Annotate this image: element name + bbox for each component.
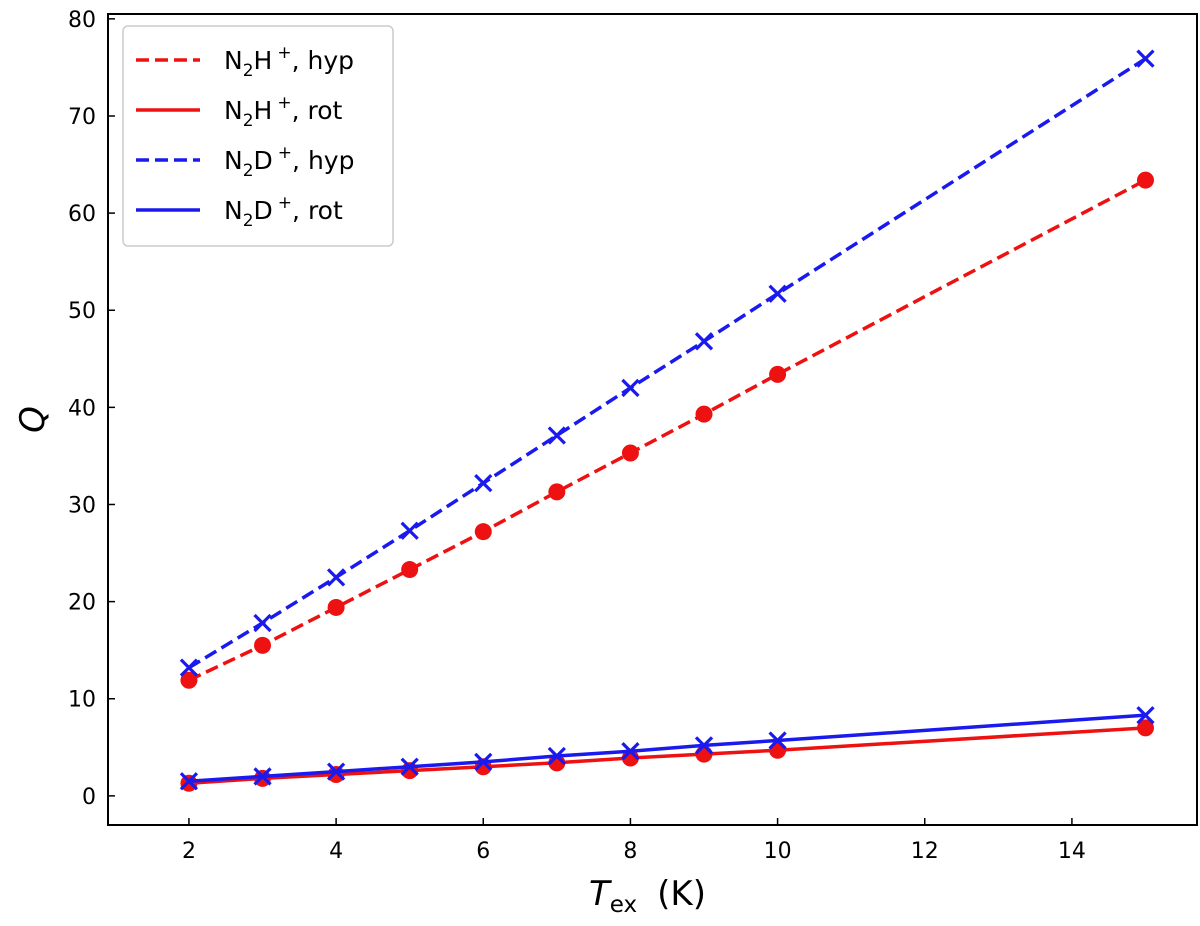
x-tick-label: 14 <box>1058 839 1086 864</box>
series-line-n2dp-rot <box>188 713 1146 784</box>
y-tick-label: 20 <box>68 591 96 616</box>
data-point-n2hp-hyp <box>474 523 492 541</box>
data-point-n2dp-hyp <box>694 332 714 351</box>
legend-label-part: N <box>224 46 243 75</box>
legend-label-part: N <box>224 146 243 175</box>
data-point-n2hp-rot <box>327 765 345 783</box>
x-axis-label: Tex (K) <box>589 874 706 918</box>
legend-label-part: H <box>254 46 273 75</box>
y-tick-label: 80 <box>68 8 96 33</box>
legend-label-part: 2 <box>243 111 254 131</box>
legend-label-part: , hyp <box>292 46 354 75</box>
legend-label: N2H +, hyp <box>224 43 354 81</box>
data-point-n2hp-hyp <box>621 444 639 462</box>
x-axis-label-sub: ex <box>610 892 637 918</box>
data-point-n2dp-hyp <box>1136 49 1155 68</box>
legend-label-part: , hyp <box>292 146 354 175</box>
data-point-n2hp-rot <box>1136 719 1154 737</box>
data-point-n2dp-rot <box>179 772 199 791</box>
data-point-n2dp-hyp <box>547 426 566 445</box>
x-axis-label-unit: (K) <box>657 874 706 914</box>
y-tick-label: 10 <box>68 688 96 713</box>
legend-label-part: , rot <box>292 96 343 125</box>
legend-entry-n2dp-hyp: N2D +, hyp <box>136 143 354 181</box>
legend-label-part: D <box>254 196 273 225</box>
x-tick-label: 6 <box>476 839 490 864</box>
data-point-n2dp-hyp <box>621 378 640 398</box>
data-point-n2dp-rot <box>547 746 566 766</box>
series-line-n2hp-hyp <box>188 178 1147 682</box>
legend-label-part: + <box>278 143 292 163</box>
x-tick-label: 10 <box>764 839 792 864</box>
data-point-n2dp-hyp <box>768 284 787 303</box>
y-tick-label: 50 <box>68 299 96 324</box>
series-line-n2dp-hyp <box>187 57 1147 670</box>
legend-label-part: , rot <box>292 196 343 225</box>
legend-label-part: 2 <box>243 211 254 231</box>
data-point-n2dp-rot <box>1136 706 1155 725</box>
y-tick-label: 30 <box>68 493 96 518</box>
series-n2hp-hyp <box>180 171 1154 689</box>
data-point-n2hp-hyp <box>1136 171 1154 189</box>
axis-ticks: 2 4 6 8 10 12 14 0 10 20 30 40 50 60 70 80 <box>68 8 1086 864</box>
y-tick-label: 60 <box>68 202 96 227</box>
y-tick-label: 70 <box>68 105 96 130</box>
data-point-n2hp-rot <box>695 745 713 763</box>
legend-label-part: N <box>224 196 243 225</box>
data-point-n2dp-hyp <box>179 658 199 677</box>
legend-label-part: N <box>224 96 243 125</box>
x-tick-label: 4 <box>329 839 343 864</box>
data-point-n2dp-hyp <box>474 473 493 493</box>
data-point-n2hp-hyp <box>769 365 787 383</box>
x-axis-label-main: T <box>589 874 612 914</box>
legend-entry-n2hp-hyp: N2H +, hyp <box>136 43 354 81</box>
legend-label: N2D +, hyp <box>224 143 354 181</box>
legend-label-part: + <box>277 93 291 113</box>
x-tick-label: 12 <box>911 839 939 864</box>
legend-entry-n2hp-rot: N2H +, rot <box>136 93 343 131</box>
y-tick-label: 0 <box>82 785 96 810</box>
x-tick-label: 8 <box>623 839 637 864</box>
legend-label: N2H +, rot <box>224 93 343 131</box>
plot-area <box>179 49 1155 792</box>
data-point-n2dp-rot <box>400 757 419 776</box>
x-tick-label: 2 <box>182 839 196 864</box>
data-point-n2dp-rot <box>694 736 714 755</box>
data-point-n2dp-rot <box>253 767 272 786</box>
series-n2dp-hyp <box>179 49 1155 677</box>
legend-label-part: H <box>254 96 273 125</box>
legend-label-part: 2 <box>243 61 254 81</box>
data-point-n2dp-rot <box>621 742 640 761</box>
data-point-n2dp-rot <box>474 752 493 771</box>
data-point-n2hp-hyp <box>254 636 272 654</box>
data-point-n2hp-hyp <box>327 598 345 616</box>
y-axis-label: Q <box>13 406 53 433</box>
legend-label-part: D <box>254 146 273 175</box>
series-n2dp-rot <box>179 706 1155 791</box>
legend-label-part: + <box>278 193 292 213</box>
legend-entry-n2dp-rot: N2D +, rot <box>136 193 343 231</box>
data-point-n2hp-hyp <box>548 483 566 501</box>
data-point-n2dp-hyp <box>253 613 272 633</box>
y-tick-label: 40 <box>68 396 96 421</box>
data-point-n2hp-hyp <box>401 561 419 579</box>
series-line-n2hp-rot <box>188 726 1146 785</box>
data-point-n2dp-rot <box>326 762 346 781</box>
legend-box <box>122 25 394 247</box>
data-point-n2dp-rot <box>768 731 787 750</box>
data-point-n2hp-hyp <box>695 405 713 423</box>
plot-frame <box>107 13 1198 826</box>
data-point-n2dp-hyp <box>400 521 419 540</box>
data-point-n2hp-hyp <box>180 671 198 689</box>
legend-label-part: 2 <box>243 161 254 181</box>
legend-label-part: + <box>277 43 291 63</box>
legend-label: N2D +, rot <box>224 193 343 231</box>
data-point-n2dp-hyp <box>326 568 346 587</box>
